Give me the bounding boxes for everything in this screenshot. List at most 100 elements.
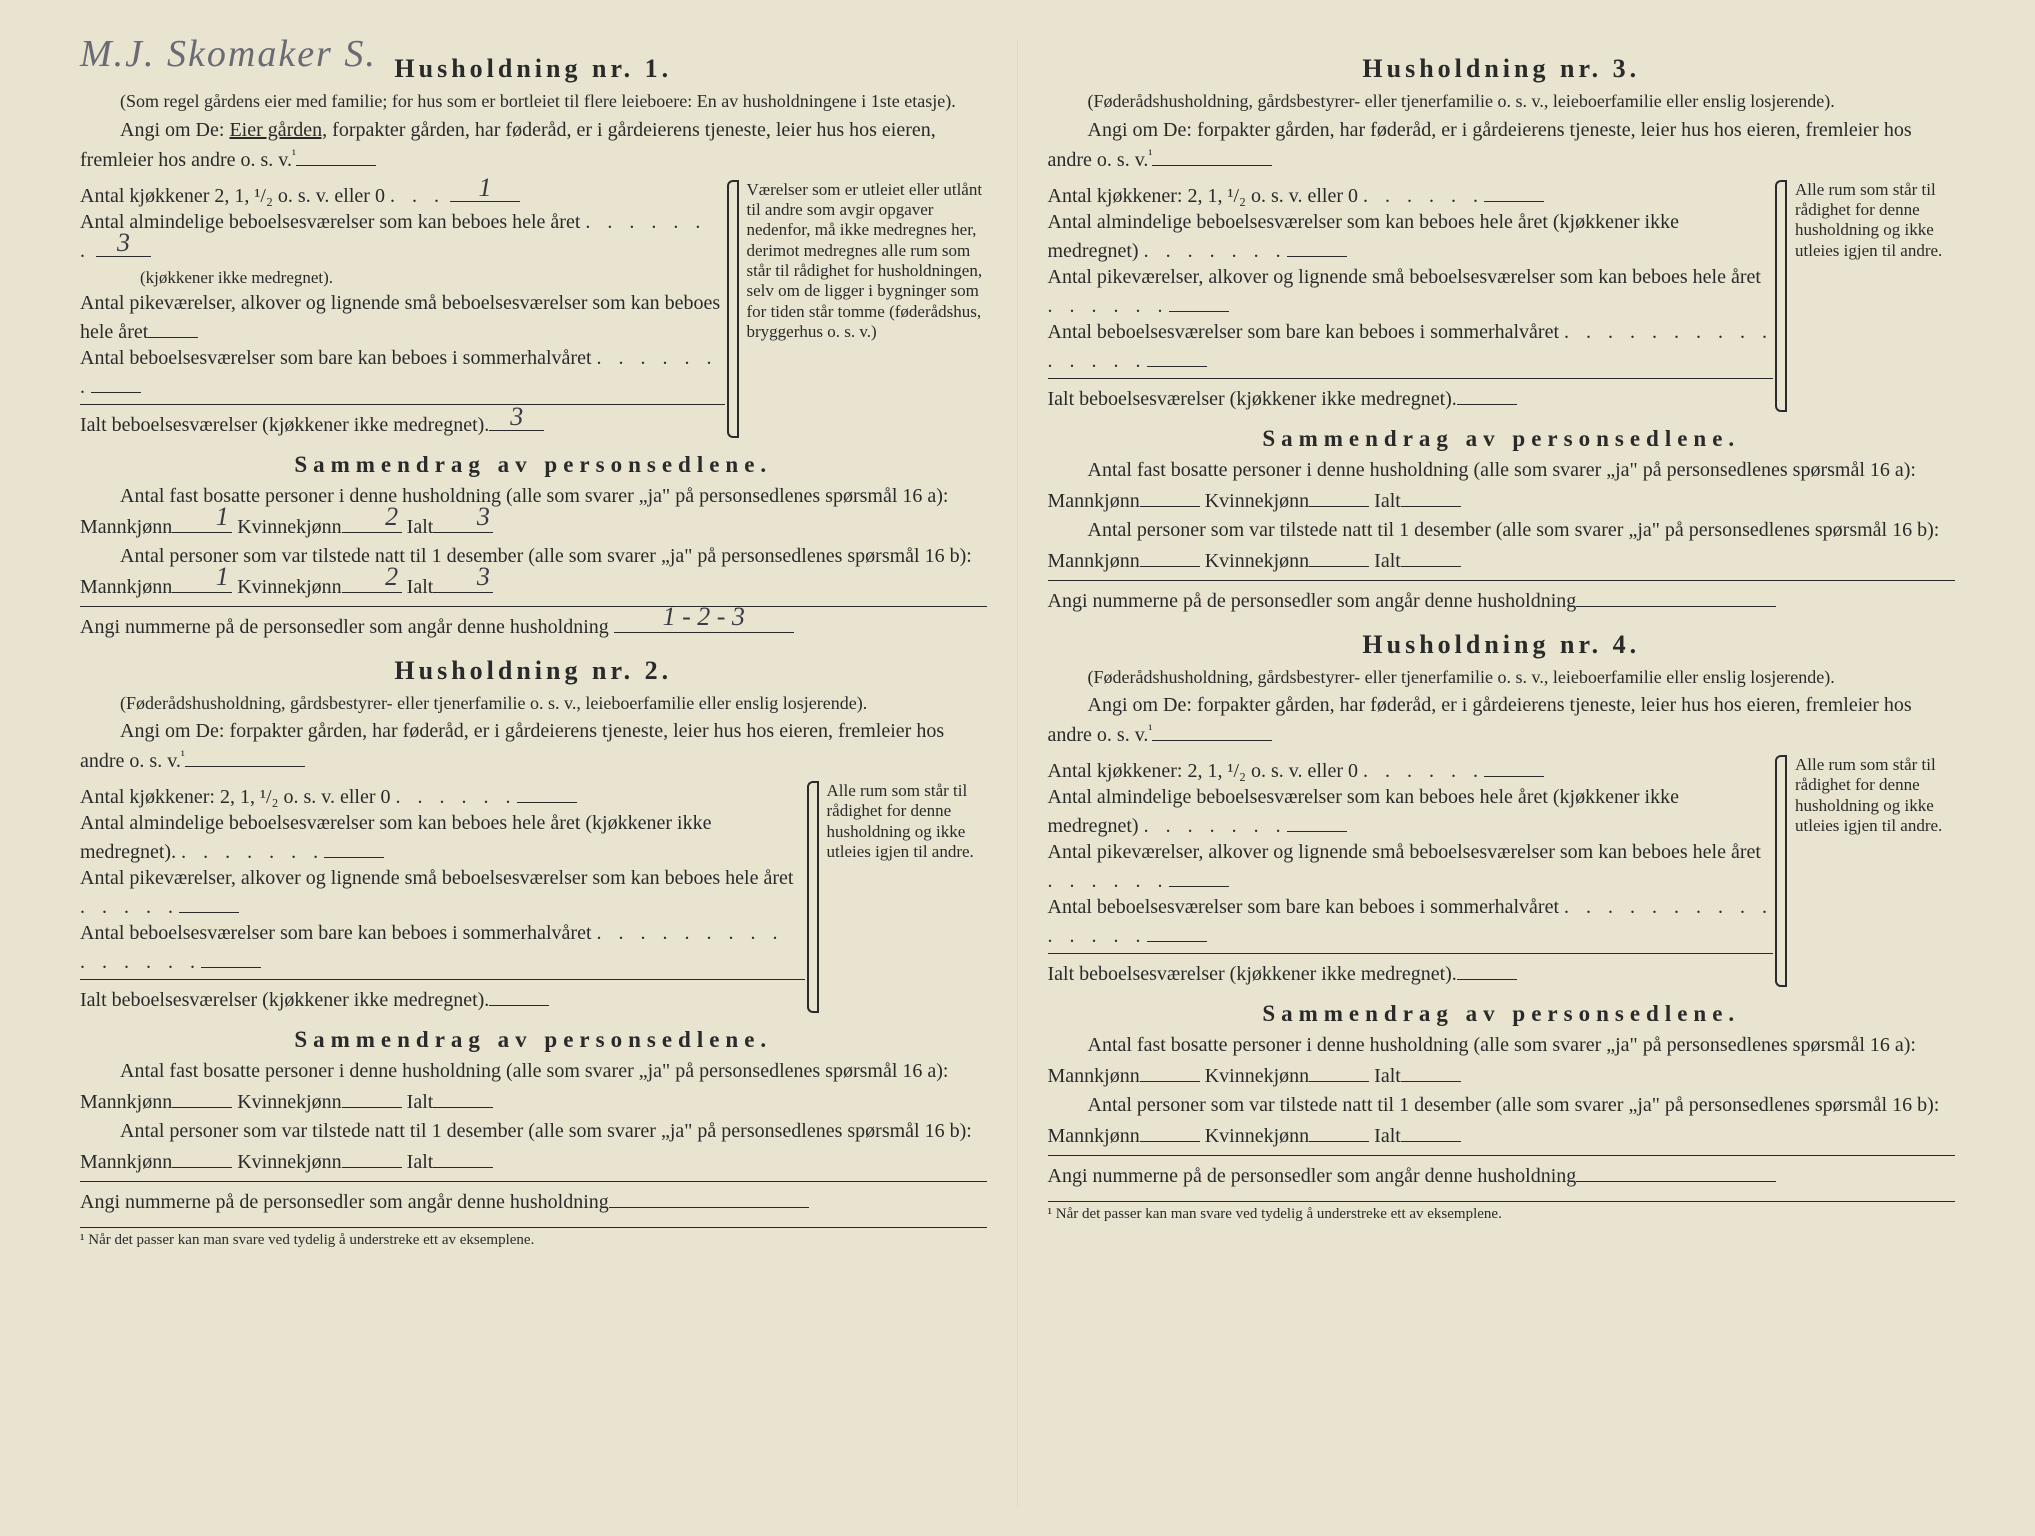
fast-text: Antal fast bosatte personer i denne hush… xyxy=(1088,1034,1917,1056)
hh3-tilstede: Antal personer som var tilstede natt til… xyxy=(1048,516,1956,576)
ialt-fill: 3 xyxy=(433,571,493,593)
kitchens-line: Antal kjøkkener: 2, 1, ¹/₂ o. s. v. elle… xyxy=(80,781,805,810)
rooms-line2: Antal pikeværelser, alkover og lignende … xyxy=(1048,839,1774,894)
rooms-total-value: 3 xyxy=(510,400,523,434)
kvinne-label: Kvinnekjønn xyxy=(1205,490,1309,512)
hh2-angi-num: Angi nummerne på de personsedler som ang… xyxy=(80,1186,987,1217)
hh1-rooms-block: Antal kjøkkener 2, 1, ¹/₂ o. s. v. eller… xyxy=(80,180,987,438)
rooms-l1-fill: 3 xyxy=(96,235,151,257)
fast-text: Antal fast bosatte personer i denne hush… xyxy=(120,1060,949,1082)
fill xyxy=(1401,485,1461,507)
tilstede-text: Antal personer som var tilstede natt til… xyxy=(1088,1094,1940,1116)
rooms-total-label: Ialt beboelsesværelser (kjøkkener ikke m… xyxy=(80,987,489,1013)
mann-fill: 1 xyxy=(172,571,232,593)
hh4-angi-num: Angi nummerne på de personsedler som ang… xyxy=(1048,1160,1956,1191)
ialt-label: Ialt xyxy=(1374,490,1401,512)
rooms-l1-text: Antal almindelige beboelsesværelser som … xyxy=(80,211,580,233)
hh2-side-note: Alle rum som står til rådighet for denne… xyxy=(817,781,987,1013)
angi-fill xyxy=(185,745,305,767)
kvinne-fill: 2 xyxy=(342,511,402,533)
hh1-angi-num: Angi nummerne på de personsedler som ang… xyxy=(80,611,987,642)
hh3-rooms-block: Antal kjøkkener: 2, 1, ¹/₂ o. s. v. elle… xyxy=(1048,180,1956,412)
rooms-l3-text: Antal beboelsesværelser som bare kan beb… xyxy=(1048,896,1560,918)
hh3-sammen-title: Sammendrag av personsedlene. xyxy=(1048,426,1956,452)
angi-num-label: Angi nummerne på de personsedler som ang… xyxy=(1048,1165,1577,1187)
kitchens-fill: 1 xyxy=(450,180,520,202)
rooms-l1-text: Antal almindelige beboelsesværelser som … xyxy=(1048,786,1679,837)
rule xyxy=(1048,953,1774,954)
rooms-line2: Antal pikeværelser, alkover og lignende … xyxy=(1048,264,1774,319)
hh2-rooms-left: Antal kjøkkener: 2, 1, ¹/₂ o. s. v. elle… xyxy=(80,781,805,1013)
rooms-l2-fill xyxy=(148,316,198,338)
hh1-side-note: Værelser som er utleiet eller utlånt til… xyxy=(737,180,987,438)
rule xyxy=(1048,1155,1956,1156)
fill xyxy=(1576,585,1776,607)
rule xyxy=(80,1181,987,1182)
mann-fill: 1 xyxy=(172,511,232,533)
hh3-angi-num: Angi nummerne på de personsedler som ang… xyxy=(1048,585,1956,616)
rule xyxy=(1048,580,1956,581)
fast-text: Antal fast bosatte personer i denne hush… xyxy=(120,485,949,507)
til-i: 3 xyxy=(437,558,490,596)
kitchens-label: Antal kjøkkener: 2, 1, ¹/₂ o. s. v. elle… xyxy=(1048,185,1359,207)
hh4-sammen-title: Sammendrag av personsedlene. xyxy=(1048,1001,1956,1027)
fill xyxy=(1457,958,1517,980)
fill xyxy=(342,1146,402,1168)
hh4-tilstede: Antal personer som var tilstede natt til… xyxy=(1048,1091,1956,1151)
dots: . . . . . . . xyxy=(1144,815,1287,837)
hh2-fast: Antal fast bosatte personer i denne hush… xyxy=(80,1057,987,1117)
dots: . . . . . . . xyxy=(181,841,324,863)
hh4-subtitle: (Føderådshusholdning, gårdsbestyrer- ell… xyxy=(1048,666,1956,689)
fill xyxy=(517,781,577,803)
ialt-fill: 3 xyxy=(433,511,493,533)
rooms-line1: Antal almindelige beboelsesværelser som … xyxy=(1048,209,1774,264)
rooms-line3: Antal beboelsesværelser som bare kan beb… xyxy=(1048,894,1774,949)
hh3-subtitle: (Føderådshusholdning, gårdsbestyrer- ell… xyxy=(1048,90,1956,113)
fill xyxy=(172,1146,232,1168)
rooms-l1-text: Antal almindelige beboelsesværelser som … xyxy=(1048,211,1679,262)
handwriting-annotation: M.J. Skomaker S. xyxy=(80,32,377,76)
page-spread: M.J. Skomaker S. Husholdning nr. 1. (Som… xyxy=(0,0,2035,1536)
mann-label: Mannkjønn xyxy=(80,1151,172,1173)
angi-prefix: Angi om De: xyxy=(120,119,224,141)
mann-label: Mannkjønn xyxy=(80,576,172,598)
fill xyxy=(1401,545,1461,567)
rooms-total-row: Ialt beboelsesværelser (kjøkkener ikke m… xyxy=(80,984,805,1013)
ialt-label: Ialt xyxy=(407,1151,434,1173)
left-column: M.J. Skomaker S. Husholdning nr. 1. (Som… xyxy=(50,40,1018,1506)
kitchens-line: Antal kjøkkener: 2, 1, ¹/₂ o. s. v. elle… xyxy=(1048,755,1774,784)
hh3-angi: Angi om De: forpakter gården, har føderå… xyxy=(1048,117,1956,174)
rooms-line2: Antal pikeværelser, alkover og lignende … xyxy=(80,865,805,920)
dots: . . . . . . xyxy=(1048,295,1169,317)
fill xyxy=(1152,719,1272,741)
hh1-angi: Angi om De: Eier gården, forpakter gårde… xyxy=(80,117,987,174)
angi-num-label: Angi nummerne på de personsedler som ang… xyxy=(80,1191,609,1213)
fill xyxy=(1576,1160,1776,1182)
hh4-angi: Angi om De: forpakter gården, har føderå… xyxy=(1048,692,1956,749)
ialt-label: Ialt xyxy=(407,1091,434,1113)
fill xyxy=(1147,920,1207,942)
ialt-label: Ialt xyxy=(1374,1065,1401,1087)
kvinne-label: Kvinnekjønn xyxy=(237,576,341,598)
fill xyxy=(1484,180,1544,202)
kitchens-label: Antal kjøkkener: 2, 1, ¹/₂ o. s. v. elle… xyxy=(80,786,391,808)
hh3-fast: Antal fast bosatte personer i denne hush… xyxy=(1048,456,1956,516)
fill xyxy=(1152,144,1272,166)
rooms-l3-text: Antal beboelsesværelser som bare kan beb… xyxy=(1048,321,1560,343)
angi-prefix: Angi om De: xyxy=(1088,694,1192,716)
rooms-line1: Antal almindelige beboelsesværelser som … xyxy=(1048,784,1774,839)
angi-prefix: Angi om De: xyxy=(120,720,224,742)
rooms-l2-text: Antal pikeværelser, alkover og lignende … xyxy=(1048,266,1761,288)
rooms-l3-text: Antal beboelsesværelser som bare kan beb… xyxy=(80,922,592,944)
rooms-total-label: Ialt beboelsesværelser (kjøkkener ikke m… xyxy=(80,412,489,438)
fill xyxy=(1287,810,1347,832)
angi-num-value: 1 - 2 - 3 xyxy=(663,598,745,636)
rooms-total-row: Ialt beboelsesværelser (kjøkkener ikke m… xyxy=(1048,958,1774,987)
hh1-fast: Antal fast bosatte personer i denne hush… xyxy=(80,482,987,542)
footnote-right: ¹ Når det passer kan man svare ved tydel… xyxy=(1048,1201,1956,1223)
rule xyxy=(80,606,987,607)
mann-label: Mannkjønn xyxy=(1048,550,1140,572)
fast-i: 3 xyxy=(437,498,490,536)
kitchens-label: Antal kjøkkener: 2, 1, ¹/₂ o. s. v. elle… xyxy=(1048,760,1359,782)
ialt-label: Ialt xyxy=(407,516,434,538)
